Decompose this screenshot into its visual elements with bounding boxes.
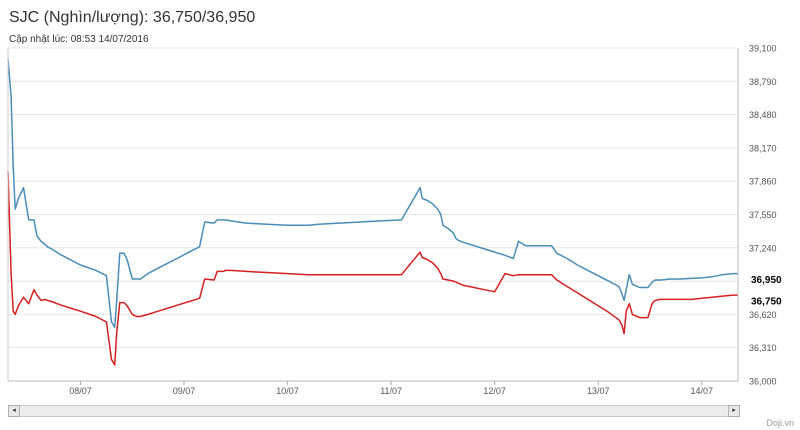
right-arrow-icon: ▸ xyxy=(732,407,736,414)
scroll-thumb[interactable] xyxy=(21,407,727,415)
last-value-bg-sell xyxy=(741,272,787,285)
x-tick-label: 13/07 xyxy=(587,386,610,396)
y-tick-label: 37,550 xyxy=(749,210,777,220)
scroll-left-button[interactable]: ◂ xyxy=(8,405,20,417)
series-layer xyxy=(7,58,738,366)
y-tick-label: 38,790 xyxy=(749,77,777,87)
series-line-sell xyxy=(7,58,738,329)
y-tick-label: 39,100 xyxy=(749,44,777,54)
x-tick-label: 14/07 xyxy=(690,386,713,396)
left-arrow-icon: ◂ xyxy=(12,407,16,414)
x-tick-label: 12/07 xyxy=(483,386,506,396)
x-tick-label: 09/07 xyxy=(173,386,196,396)
source-credit[interactable]: Doji.vn xyxy=(766,418,794,428)
last-value-bg-buy xyxy=(741,294,787,307)
price-chart[interactable]: 39,100 38,790 38,480 38,170 37,860 37,550 37,2… xyxy=(0,0,800,400)
y-tick-label: 36,000 xyxy=(749,377,777,387)
last-value-label-sell: 36,950 xyxy=(751,275,782,286)
update-timestamp: Cập nhật lúc: 08:53 14/07/2016 xyxy=(9,34,149,45)
x-tick-label: 10/07 xyxy=(276,386,299,396)
x-tick-label: 08/07 xyxy=(69,386,92,396)
y-tick-label: 37,240 xyxy=(749,243,777,253)
time-scrollbar[interactable]: ◂ ▸ xyxy=(8,405,740,417)
y-tick-label: 38,170 xyxy=(749,143,777,153)
last-value-label-buy: 36,750 xyxy=(751,296,782,307)
scroll-right-button[interactable]: ▸ xyxy=(728,405,740,417)
chart-title: SJC (Nghìn/lượng): 36,750/36,950 xyxy=(9,9,256,26)
y-tick-label: 38,480 xyxy=(749,110,777,120)
axis-layer: 39,100 38,790 38,480 38,170 37,860 37,550 37,2… xyxy=(7,44,787,396)
y-tick-label: 36,310 xyxy=(749,343,777,353)
y-tick-label: 36,620 xyxy=(749,310,777,320)
y-tick-label: 37,860 xyxy=(749,177,777,187)
x-tick-label: 11/07 xyxy=(380,386,402,396)
series-line-buy xyxy=(7,171,738,366)
